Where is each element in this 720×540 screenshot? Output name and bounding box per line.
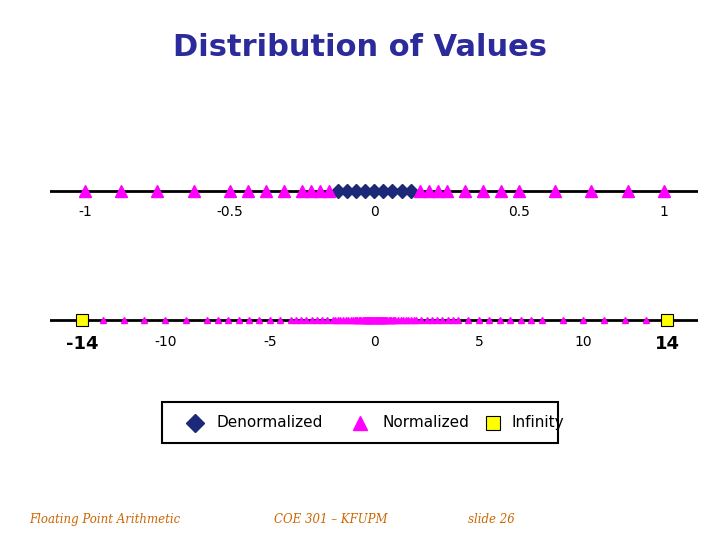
Text: -0.5: -0.5 (217, 205, 243, 219)
Text: 1: 1 (660, 205, 668, 219)
Text: 0: 0 (370, 335, 379, 349)
Text: Normalized: Normalized (382, 415, 469, 430)
Text: 0.5: 0.5 (508, 205, 530, 219)
Text: COE 301 – KFUPM: COE 301 – KFUPM (274, 513, 387, 526)
Text: -10: -10 (154, 335, 176, 349)
Text: Floating Point Arithmetic: Floating Point Arithmetic (29, 513, 180, 526)
Text: 14: 14 (654, 335, 680, 353)
Text: -5: -5 (263, 335, 276, 349)
Text: 0: 0 (370, 205, 379, 219)
Text: slide 26: slide 26 (468, 513, 515, 526)
Text: -14: -14 (66, 335, 98, 353)
Text: Denormalized: Denormalized (217, 415, 323, 430)
Text: Distribution of Values: Distribution of Values (173, 33, 547, 62)
Text: Infinity: Infinity (511, 415, 564, 430)
Text: 10: 10 (575, 335, 593, 349)
Text: 5: 5 (474, 335, 483, 349)
Text: -1: -1 (78, 205, 92, 219)
